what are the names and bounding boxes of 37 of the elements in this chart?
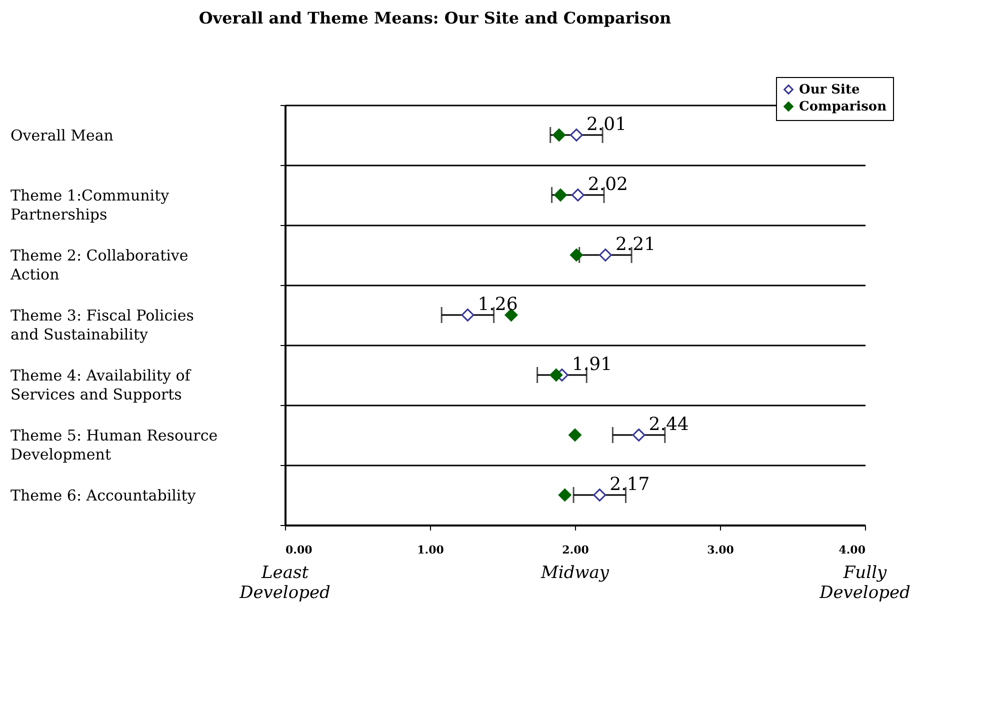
y-tick-label: Theme 5: Human Resource Development bbox=[10, 426, 218, 464]
data-label: 2.21 bbox=[615, 234, 656, 255]
y-tick-label: Theme 3: Fiscal Policies and Sustainability bbox=[10, 306, 194, 344]
point bbox=[554, 188, 567, 202]
data-label: 2.17 bbox=[610, 474, 650, 495]
x-tick-label: 4.00 bbox=[838, 544, 866, 556]
text: Least Developed bbox=[238, 563, 331, 603]
point bbox=[632, 428, 646, 442]
point bbox=[568, 428, 582, 442]
data-label: 2.44 bbox=[648, 414, 689, 435]
text: Fully Developed bbox=[818, 563, 911, 603]
point bbox=[570, 128, 583, 142]
text: Midway bbox=[540, 563, 610, 583]
legend-label: Our Site bbox=[799, 82, 860, 98]
x-tick-label: 1.00 bbox=[417, 544, 444, 556]
point bbox=[552, 128, 566, 142]
chart-title: Overall and Theme Means: Our Site and Comparison bbox=[198, 8, 672, 28]
y-tick-label: Theme 6: Accountability bbox=[10, 486, 196, 504]
point bbox=[570, 248, 583, 262]
point bbox=[550, 368, 563, 382]
data-label: 1.26 bbox=[478, 294, 518, 315]
legend-label: Comparison bbox=[799, 100, 888, 114]
x-tick-label: 3.00 bbox=[707, 544, 734, 556]
data-label: 2.02 bbox=[588, 174, 628, 195]
x-tick-label: 2.00 bbox=[562, 544, 590, 556]
x-tick-label: 0.00 bbox=[286, 544, 313, 556]
point bbox=[599, 248, 612, 262]
point bbox=[571, 188, 584, 202]
point bbox=[461, 308, 474, 322]
y-tick-label: Theme 4: Availability of Services and Supports bbox=[10, 366, 192, 404]
point bbox=[558, 488, 572, 502]
point bbox=[593, 488, 606, 502]
y-tick-label: Theme 2: Collaborative Action bbox=[10, 246, 188, 284]
y-tick-label: Theme 1:Community Partnerships bbox=[10, 186, 170, 224]
y-tick-label: Overall Mean bbox=[10, 126, 114, 144]
data-label: 1.91 bbox=[572, 354, 612, 375]
data-label: 2.01 bbox=[586, 114, 627, 135]
